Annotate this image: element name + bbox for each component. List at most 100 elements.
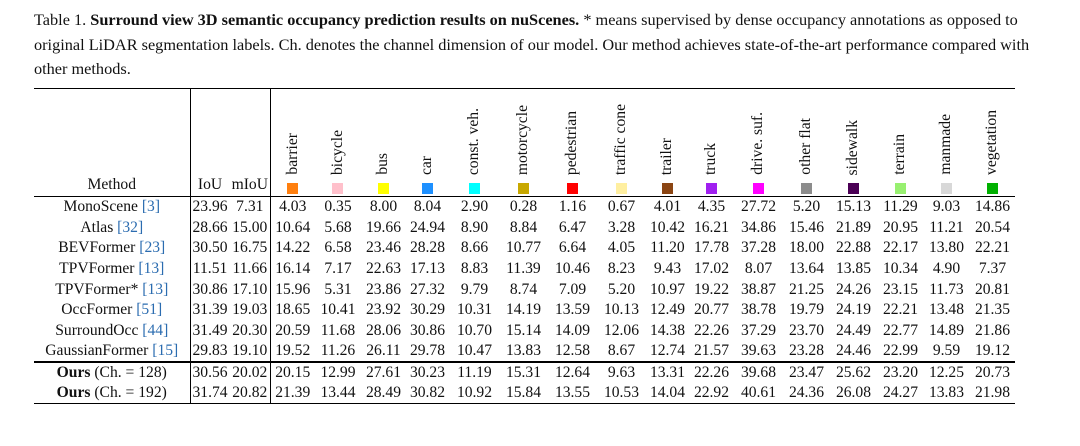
caption-text: * means supervised by dense occupancy an…: [34, 10, 1030, 78]
value-cell: 8.74: [509, 280, 538, 298]
value-cell: 6.47: [558, 218, 587, 236]
value-cell: 5.20: [783, 196, 830, 218]
method-cell: Ours (Ch. = 192): [34, 382, 190, 404]
citation-link[interactable]: [44]: [142, 321, 169, 339]
class-label: car: [418, 155, 436, 175]
value-cell: 30.29: [409, 301, 446, 319]
value-cell: 15.00: [232, 218, 268, 236]
method-name: Ours: [56, 383, 91, 401]
class-color-swatch: [752, 183, 764, 194]
value-cell: 15.13: [829, 196, 878, 218]
value-cell: 20.77: [693, 301, 730, 319]
value-cell: 13.83: [923, 382, 970, 404]
citation-link[interactable]: [51]: [136, 301, 163, 319]
value-cell: 17.78: [693, 239, 730, 257]
class-header-box: car: [407, 156, 447, 194]
method-cell: TPVFormer [13]: [34, 259, 190, 280]
value-cell: 20.81: [974, 280, 1011, 298]
value-cell: 21.25: [788, 280, 825, 298]
value-cell: 12.58: [554, 342, 591, 360]
class-header-box: traffic cone: [599, 104, 643, 194]
class-header: bicycle: [314, 88, 362, 197]
value-cell: 20.73: [969, 361, 1016, 383]
value-cell: 23.96: [189, 196, 230, 218]
class-color-swatch: [468, 183, 480, 194]
class-label: bus: [374, 153, 392, 175]
value-cell: 9.63: [597, 361, 646, 383]
class-label: truck: [702, 142, 720, 175]
method-name: MonoScene: [63, 198, 142, 216]
results-table: Method IoU mIoU barrier bicycle bus car const. …: [34, 88, 1016, 404]
value-cell: 0.35: [314, 196, 362, 218]
table-row: Atlas [32] 28.66 15.00 10.64 5.68 19.66 24.94 8…: [34, 217, 1015, 238]
class-color-swatch: [332, 183, 344, 194]
value-cell: 12.06: [603, 321, 640, 339]
method-cell: MonoScene [3]: [34, 196, 190, 218]
value-cell: 15.14: [505, 321, 542, 339]
class-header: vegetation: [969, 88, 1016, 197]
value-cell: 24.49: [835, 321, 872, 339]
citation-link[interactable]: [32]: [117, 218, 144, 236]
class-color-swatch: [566, 183, 578, 194]
value-cell: 22.92: [689, 382, 734, 404]
class-color-swatch: [847, 183, 859, 194]
value-cell: 13.31: [645, 361, 690, 383]
method-name: Ours: [56, 363, 91, 381]
value-cell: 1.16: [547, 196, 598, 218]
class-color-swatch: [894, 183, 906, 194]
value-cell: 14.86: [969, 196, 1016, 218]
value-cell: 5.68: [324, 218, 352, 236]
value-cell: 11.68: [320, 321, 356, 339]
class-header: barrier: [269, 88, 315, 197]
value-cell: 11.51: [189, 258, 230, 280]
value-cell: 4.03: [269, 196, 315, 218]
table-row: TPVFormer* [13] 30.86 17.10 15.96 5.31 23.86 2…: [34, 279, 1015, 300]
value-cell: 8.66: [460, 239, 489, 257]
class-header-box: barrier: [273, 133, 313, 194]
method-cell: GaussianFormer [15]: [34, 341, 190, 362]
value-cell: 10.92: [449, 382, 500, 404]
class-header: truck: [689, 88, 734, 197]
value-cell: 11.21: [929, 218, 964, 236]
value-cell: 13.83: [505, 342, 542, 360]
value-cell: 6.64: [558, 239, 587, 257]
class-header: car: [405, 88, 450, 197]
value-cell: 4.05: [607, 239, 636, 257]
class-color-swatch: [940, 183, 952, 194]
citation-link[interactable]: [3]: [141, 198, 161, 216]
value-cell: 13.64: [788, 259, 825, 277]
citation-link[interactable]: [13]: [138, 259, 165, 277]
value-cell: 7.17: [324, 259, 352, 277]
value-cell: 14.22: [269, 237, 315, 259]
citation-link[interactable]: [23]: [139, 239, 166, 257]
value-cell: 14.38: [649, 321, 686, 339]
class-header: traffic cone: [597, 88, 646, 197]
citation-link[interactable]: [15]: [152, 342, 179, 360]
class-label: drive. suf.: [749, 112, 767, 175]
value-cell: 11.29: [877, 196, 924, 218]
method-cell: OccFormer [51]: [34, 300, 190, 321]
value-cell: 20.54: [974, 218, 1011, 236]
class-color-swatch: [661, 183, 673, 194]
value-cell: 12.99: [314, 361, 362, 383]
value-cell: 22.99: [882, 342, 919, 360]
value-cell: 12.25: [923, 361, 970, 383]
value-cell: 30.86: [189, 279, 230, 300]
method-name: TPVFormer*: [55, 280, 143, 298]
caption-title: Surround view 3D semantic occupancy pred…: [90, 10, 580, 29]
value-cell: 10.53: [597, 382, 646, 404]
value-cell: 8.83: [460, 259, 489, 277]
class-label: motorcycle: [514, 104, 532, 175]
class-color-swatch: [287, 183, 299, 194]
value-cell: 8.23: [607, 259, 636, 277]
value-cell: 15.84: [499, 382, 548, 404]
value-cell: 11.73: [929, 280, 964, 298]
value-cell: 8.90: [460, 218, 489, 236]
value-cell: 21.57: [693, 342, 730, 360]
citation-link[interactable]: [13]: [142, 280, 169, 298]
value-cell: 14.19: [505, 301, 542, 319]
value-cell: 31.39: [189, 299, 230, 321]
value-cell: 17.02: [693, 259, 730, 277]
class-header: manmade: [923, 88, 970, 197]
value-cell: 8.07: [744, 259, 773, 277]
